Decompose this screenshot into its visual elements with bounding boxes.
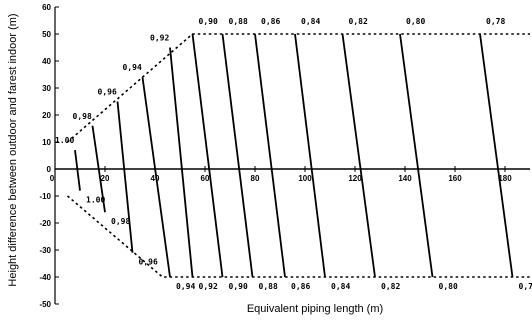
x-tick-label: 160 [448,174,462,183]
curve-label-lower: 0,78 [519,282,532,291]
curve-label-lower: 0,98 [111,217,130,226]
curve-label-upper: 0,90 [199,17,218,26]
curve-label-lower: 0,90 [229,282,248,291]
curve-label-lower: 0,84 [331,282,350,291]
x-tick-label: 80 [251,174,260,183]
y-tick-label: 60 [42,3,51,12]
lower-boundary [66,195,530,278]
curve-label-lower: 0,88 [259,282,278,291]
curve-label-upper: 0,86 [261,17,280,26]
curve-label-lower: 1.00 [86,196,105,205]
y-axis-title: Height difference between outdoor and fa… [7,13,19,286]
curve-label-upper: 0,82 [349,17,368,26]
x-tick-label: 140 [398,174,412,183]
curve-label-lower: 0,82 [381,282,400,291]
axes: -50 -40 -30 -20 -10 0 10 20 30 40 50 60 0 20 40 60 80 100… [39,3,530,309]
correction-curve-8 [294,33,326,278]
x-tick-label: 0 [50,174,55,183]
correction-curve-7 [254,33,286,278]
curve-label-upper: 0,92 [150,34,169,43]
x-tick-label: 180 [498,174,512,183]
correction-curve-2 [116,101,134,253]
curves [74,33,514,278]
x-tick-label: 60 [201,174,210,183]
curve-label-lower: 0,94 [176,282,195,291]
curve-label-upper: 1.00 [55,136,74,145]
curve-label-lower: 0,86 [291,282,310,291]
x-tick-label: 40 [151,174,160,183]
y-tick-label: 10 [42,138,51,147]
y-tick-label: -30 [39,246,51,255]
x-tick-label: 100 [298,174,312,183]
correction-curve-0 [74,149,81,191]
y-tick-label: -20 [39,219,51,228]
curve-label-upper: 0,78 [486,17,505,26]
y-tick-label: 20 [42,111,51,120]
curve-label-upper: 0,94 [123,63,142,72]
correction-curve-5 [191,33,224,278]
correction-curve-10 [399,33,434,278]
y-tick-label: 40 [42,57,51,66]
y-tick-label: -50 [39,300,51,309]
y-tick-label: -10 [39,192,51,201]
y-tick-label: 30 [42,84,51,93]
correction-curve-9 [341,33,376,278]
correction-curve-3 [141,77,171,278]
curve-label-upper: 0,98 [73,112,92,121]
curve-label-lower: 0,80 [439,282,458,291]
curve-label-upper: 0,80 [406,17,425,26]
correction-curve-6 [221,33,254,278]
y-tick-label: 0 [47,165,52,174]
upper-boundary [66,33,530,143]
correction-curve-11 [479,33,514,278]
curve-label-upper: 0,88 [229,17,248,26]
curve-label-lower: 0,96 [139,258,158,267]
curve-label-upper: 0,96 [98,88,117,97]
curve-labels: 1.00 1.00 0,98 0,98 0,96 0,96 0,94 0,94 0,92 0,92… [55,17,532,291]
x-axis-title: Equivalent piping length (m) [247,303,383,315]
curve-label-upper: 0,84 [301,17,320,26]
curve-label-lower: 0,92 [199,282,218,291]
x-tick-label: 20 [101,174,110,183]
correction-curve-4 [169,47,194,278]
y-tick-label: 50 [42,30,51,39]
x-tick-label: 120 [348,174,362,183]
y-tick-label: -40 [39,273,51,282]
